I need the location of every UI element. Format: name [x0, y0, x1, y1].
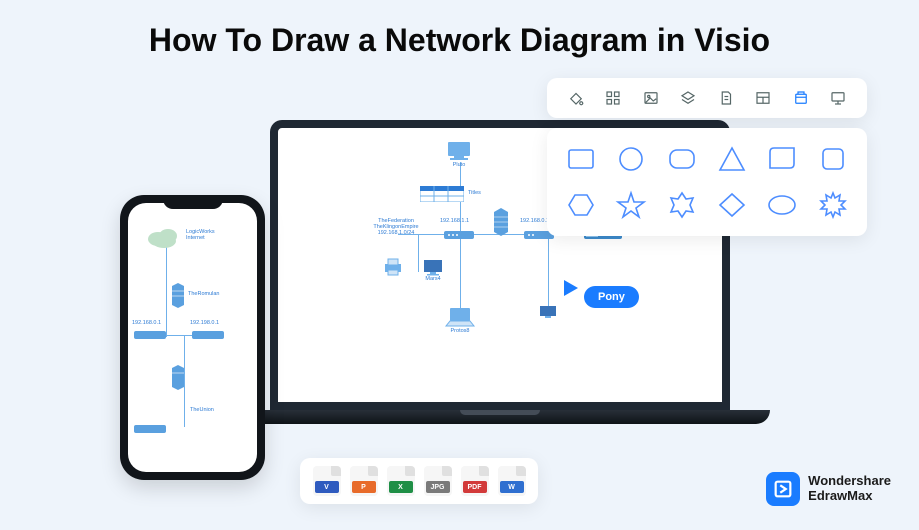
phone-node-router-c — [134, 423, 166, 435]
shape-ellipse[interactable] — [764, 188, 800, 222]
shape-callout[interactable] — [764, 142, 800, 176]
phone-node-server2 — [170, 363, 186, 391]
phone-node-text: TheUnion — [190, 407, 214, 413]
net-text-fed: TheFederation TheKlingonEmpire 192.168.1… — [364, 218, 428, 236]
phone-node-server: TheRomulan — [170, 281, 186, 309]
remote-cursor-label: Pony — [584, 286, 639, 308]
brand-text: Wondershare EdrawMax — [808, 474, 891, 504]
shape-burst8[interactable] — [664, 188, 700, 222]
phone-node-cloud: LogicWorksInternet — [144, 225, 182, 249]
layers-icon[interactable] — [679, 89, 697, 107]
export-word[interactable]: W — [498, 466, 526, 496]
net-node-pc: Pluto — [444, 140, 474, 168]
shapes-panel — [547, 128, 867, 236]
export-visio[interactable]: V — [313, 466, 341, 496]
export-excel[interactable]: X — [387, 466, 415, 496]
phone-screen: LogicWorksInternet TheRomulan 192.168.0.… — [128, 203, 257, 472]
library-icon[interactable] — [792, 89, 810, 107]
shape-triangle[interactable] — [714, 142, 750, 176]
net-node-printer — [382, 258, 404, 276]
shape-burst12[interactable] — [815, 188, 851, 222]
phone-device: LogicWorksInternet TheRomulan 192.168.0.… — [120, 195, 265, 480]
shape-square[interactable] — [815, 142, 851, 176]
phone-node-router-b: 192.198.0.1 — [192, 329, 224, 341]
export-bar: V P X JPG PDF W — [300, 458, 538, 504]
phone-node-router-a: 192.168.0.1 — [134, 329, 166, 341]
brand: Wondershare EdrawMax — [766, 472, 891, 506]
shape-star[interactable] — [613, 188, 649, 222]
export-pdf[interactable]: PDF — [461, 466, 489, 496]
shape-diamond[interactable] — [714, 188, 750, 222]
toolbar-panel — [547, 78, 867, 118]
laptop-base — [230, 410, 770, 424]
shape-hexagon[interactable] — [563, 188, 599, 222]
shape-rect[interactable] — [563, 142, 599, 176]
present-icon[interactable] — [829, 89, 847, 107]
export-ppt[interactable]: P — [350, 466, 378, 496]
grid-icon[interactable] — [604, 89, 622, 107]
net-node-router1: 192.168.1.1 — [444, 228, 474, 242]
remote-cursor-icon — [564, 280, 578, 296]
page-icon[interactable] — [717, 89, 735, 107]
layout-icon[interactable] — [754, 89, 772, 107]
net-node-server1 — [492, 206, 510, 236]
net-node-pc-small — [538, 304, 558, 320]
fill-icon[interactable] — [567, 89, 585, 107]
phone-notch — [163, 195, 223, 209]
net-node-table: Titles — [420, 186, 464, 202]
shape-circle[interactable] — [613, 142, 649, 176]
net-node-laptop: Protos8 — [444, 306, 476, 334]
brand-logo-icon — [766, 472, 800, 506]
export-jpg[interactable]: JPG — [424, 466, 452, 496]
page-title: How To Draw a Network Diagram in Visio — [0, 0, 919, 59]
image-icon[interactable] — [642, 89, 660, 107]
shape-roundrect[interactable] — [664, 142, 700, 176]
net-node-monitor: Mars4 — [422, 258, 444, 282]
